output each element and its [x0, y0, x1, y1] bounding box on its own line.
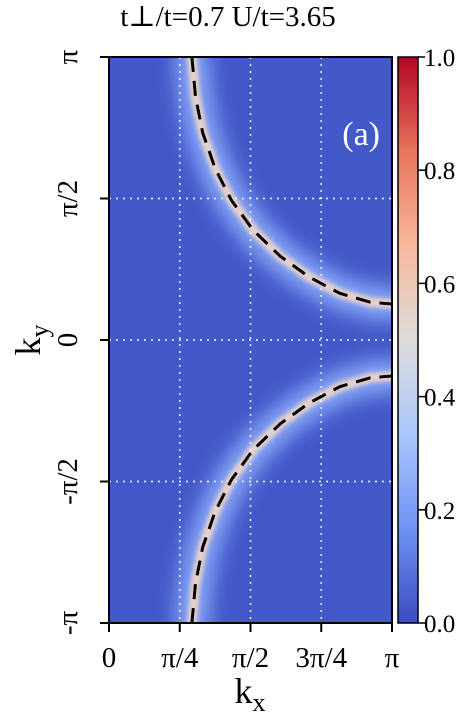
grid-lines — [109, 57, 392, 623]
x-axis-label-main: k — [235, 671, 253, 711]
colorbar-axis: 0.0 0.2 0.4 0.6 0.8 1.0 — [418, 45, 456, 638]
x-axis-label: kx — [235, 671, 266, 717]
fermi-band-upper — [186, 57, 392, 309]
colorbar-tick-label: 0.6 — [424, 271, 455, 298]
x-tick-label: 3π/4 — [295, 642, 347, 674]
y-tick-label: -π/2 — [52, 458, 84, 505]
x-tick-label: π/2 — [232, 642, 269, 674]
y-tick-label: π/2 — [52, 180, 84, 217]
colorbar-tick-label: 1.0 — [424, 45, 455, 72]
y-tick-label: -π — [52, 610, 84, 635]
y-axis-label-sub: y — [25, 325, 54, 338]
colorbar-tick-label: 0.4 — [424, 385, 456, 412]
x-tick-label: 0 — [102, 642, 117, 674]
y-axis-label-main: k — [8, 338, 48, 356]
colorbar-tick-label: 0.8 — [424, 158, 455, 185]
y-axis-label: ky — [8, 325, 54, 356]
panel-label: (a) — [342, 116, 380, 153]
x-axis: 0 π/4 π/2 3π/4 π — [102, 623, 400, 674]
y-tick-label: π — [52, 49, 84, 64]
fermi-surface-core — [186, 57, 392, 623]
x-tick-label: π — [385, 642, 400, 674]
colorbar-tick-label: 0.2 — [424, 498, 455, 525]
colorbar-tick-label: 0.0 — [424, 611, 455, 638]
x-tick-label: π/4 — [161, 642, 199, 674]
chart-title: t⊥/t=0.7 U/t=3.65 — [120, 1, 335, 33]
y-axis: -π -π/2 0 π/2 π — [52, 49, 109, 635]
x-axis-label-sub: x — [253, 688, 266, 717]
fermi-band-lower — [186, 371, 392, 623]
colorbar — [397, 56, 419, 624]
y-tick-label: 0 — [52, 333, 84, 348]
